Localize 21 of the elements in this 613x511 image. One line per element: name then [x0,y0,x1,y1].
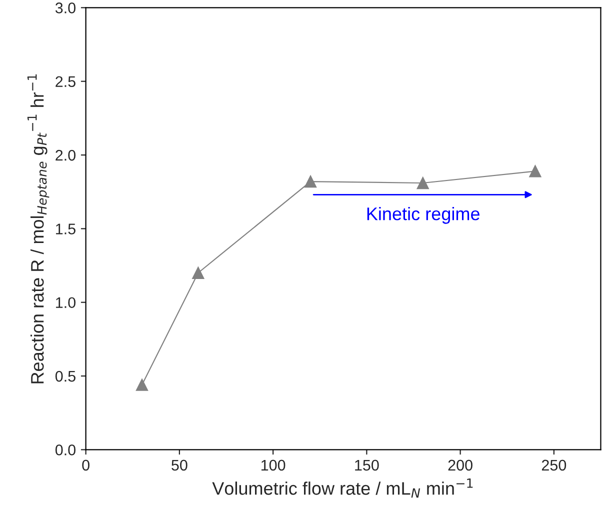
y-axis-title: Reaction rate R / mol$_{Heptane}$ g$_{Pt}$$^{−1}$ hr$^{−1}$ [27,74,50,384]
y-tick-label: 1.5 [56,224,76,234]
x-tick-label: 50 [172,460,188,471]
annotation: Kinetic regime [367,206,480,224]
y-tick-label: 2.0 [56,150,76,161]
point [192,266,204,279]
x-tick-label: 200 [448,460,472,471]
y-tick-label: 2.5 [56,76,76,88]
x-tick-label: 250 [542,460,566,471]
y-tick-label: 0.5 [55,370,76,382]
x-tick-label: 100 [261,460,286,471]
x-tick-label: 0 [82,460,90,471]
point [136,378,148,391]
y-tick-label: 1.0 [56,297,76,308]
y-tick-label: 3.0 [55,2,76,14]
x-tick-label: 150 [355,460,379,471]
point [529,165,542,178]
x-axis-title: Volumetric flow rate / mL$_{N}$ min$^{−1}$ [212,478,473,498]
point [416,176,429,190]
point [304,175,317,188]
y-tick-label: 0.0 [55,444,76,456]
